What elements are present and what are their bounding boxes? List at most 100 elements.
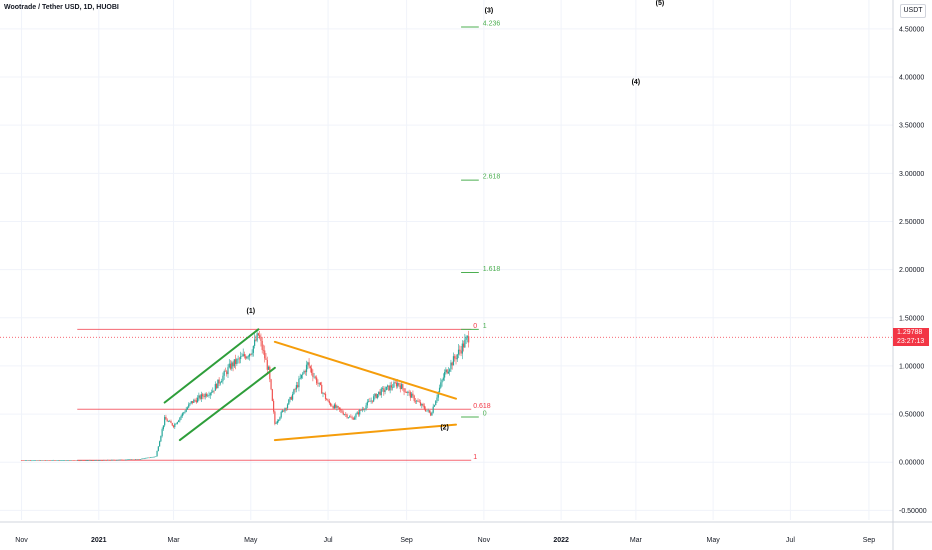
candle-body bbox=[133, 459, 135, 461]
candle-body bbox=[115, 459, 118, 461]
candle-body bbox=[409, 392, 411, 398]
candle-body bbox=[295, 385, 297, 390]
candle-body bbox=[174, 423, 176, 428]
candle-body bbox=[293, 389, 295, 395]
candle-body bbox=[286, 404, 289, 409]
candle-body bbox=[48, 460, 50, 461]
candle-body bbox=[137, 459, 139, 460]
candle-body bbox=[323, 393, 325, 394]
y-tick-label: 2.50000 bbox=[899, 219, 924, 226]
candle-body bbox=[402, 384, 404, 389]
candle-body bbox=[236, 359, 238, 364]
candle-body bbox=[336, 406, 338, 408]
candle-body bbox=[100, 460, 102, 461]
candle-body bbox=[257, 333, 259, 336]
candle-body bbox=[108, 459, 110, 461]
candle-body bbox=[384, 390, 386, 392]
candle-body bbox=[189, 402, 191, 405]
time-axis[interactable]: Nov 2021 Mar May Jul Sep Nov 2022 Mar May Jul Sep bbox=[0, 521, 932, 544]
candle-body bbox=[23, 460, 25, 461]
candle-body bbox=[383, 388, 385, 392]
candle-body bbox=[413, 395, 415, 401]
candle-body bbox=[74, 460, 76, 461]
candle-body bbox=[412, 393, 414, 396]
candle-body bbox=[52, 460, 54, 461]
candle-body bbox=[450, 362, 452, 370]
candle-body bbox=[176, 422, 178, 424]
candle-body bbox=[376, 394, 379, 398]
candle-body bbox=[285, 408, 287, 409]
candle-body bbox=[148, 457, 151, 459]
candle-body bbox=[212, 390, 214, 393]
candle-body bbox=[128, 459, 130, 460]
candle-body bbox=[36, 460, 38, 461]
candle-body bbox=[226, 371, 228, 375]
candle-body bbox=[393, 382, 395, 388]
candle-body bbox=[275, 423, 277, 424]
x-tick-label: Jul bbox=[786, 537, 795, 544]
candle-body bbox=[20, 460, 23, 461]
candle-body bbox=[299, 377, 301, 379]
candle-body bbox=[313, 376, 315, 378]
candle-body bbox=[444, 372, 446, 378]
y-tick-label: 1.50000 bbox=[899, 315, 924, 322]
candle-body bbox=[162, 425, 164, 430]
candle-body bbox=[278, 419, 280, 422]
candle-body bbox=[238, 358, 240, 360]
candle-body bbox=[136, 459, 138, 460]
channel-lower-trendline[interactable] bbox=[178, 366, 276, 442]
candle-body bbox=[159, 441, 161, 447]
triangle-upper-trendline[interactable] bbox=[273, 340, 457, 400]
candle-body bbox=[246, 356, 248, 359]
candle-body bbox=[316, 377, 318, 384]
candle-body bbox=[152, 456, 154, 458]
candle-body bbox=[70, 460, 72, 461]
channel-upper-trendline[interactable] bbox=[163, 328, 260, 404]
fib-extension-label: 4.236 bbox=[483, 20, 501, 27]
triangle-lower-trendline[interactable] bbox=[273, 423, 457, 442]
candle-body bbox=[117, 459, 119, 461]
candle-body bbox=[461, 343, 463, 354]
currency-unit-button[interactable]: USDT bbox=[900, 4, 926, 18]
candle-body bbox=[397, 382, 399, 387]
candle-body bbox=[322, 393, 324, 394]
candle-body bbox=[395, 382, 398, 387]
candle-body bbox=[180, 415, 182, 418]
candle-body bbox=[243, 354, 246, 357]
wave-label: (5) bbox=[656, 0, 665, 7]
candle-body bbox=[267, 366, 270, 370]
candle-body bbox=[26, 460, 28, 461]
price-axis[interactable]: 4.50000 4.00000 3.50000 3.00000 2.50000 2.000… bbox=[892, 0, 927, 550]
y-tick-label: 0.00000 bbox=[899, 460, 924, 467]
candle-body bbox=[449, 369, 451, 372]
candlestick-series bbox=[20, 329, 470, 462]
fib-retracement-label: 1 bbox=[473, 454, 477, 461]
candle-body bbox=[435, 401, 437, 406]
candle-body bbox=[274, 411, 276, 424]
x-tick-label: Sep bbox=[863, 537, 876, 544]
fib-retracement-label: 0 bbox=[473, 323, 477, 330]
candle-body bbox=[172, 425, 175, 428]
candle-body bbox=[252, 345, 254, 353]
candle-body bbox=[451, 362, 453, 366]
candle-body bbox=[67, 460, 69, 461]
candle-body bbox=[213, 390, 215, 392]
trendlines[interactable] bbox=[163, 328, 457, 442]
candle-body bbox=[34, 460, 37, 461]
candle-body bbox=[354, 417, 356, 420]
candle-body bbox=[29, 460, 31, 461]
candle-body bbox=[119, 459, 121, 461]
candle-body bbox=[430, 412, 432, 416]
candle-body bbox=[338, 407, 341, 410]
candle-body bbox=[183, 412, 185, 414]
candle-body bbox=[428, 410, 430, 413]
candle-body bbox=[76, 460, 78, 461]
candle-body bbox=[254, 339, 256, 346]
candle-body bbox=[62, 460, 64, 461]
last-price-tag: 1.29788 23:27:13 bbox=[893, 328, 929, 347]
candle-body bbox=[438, 387, 441, 392]
candle-body bbox=[161, 429, 163, 436]
